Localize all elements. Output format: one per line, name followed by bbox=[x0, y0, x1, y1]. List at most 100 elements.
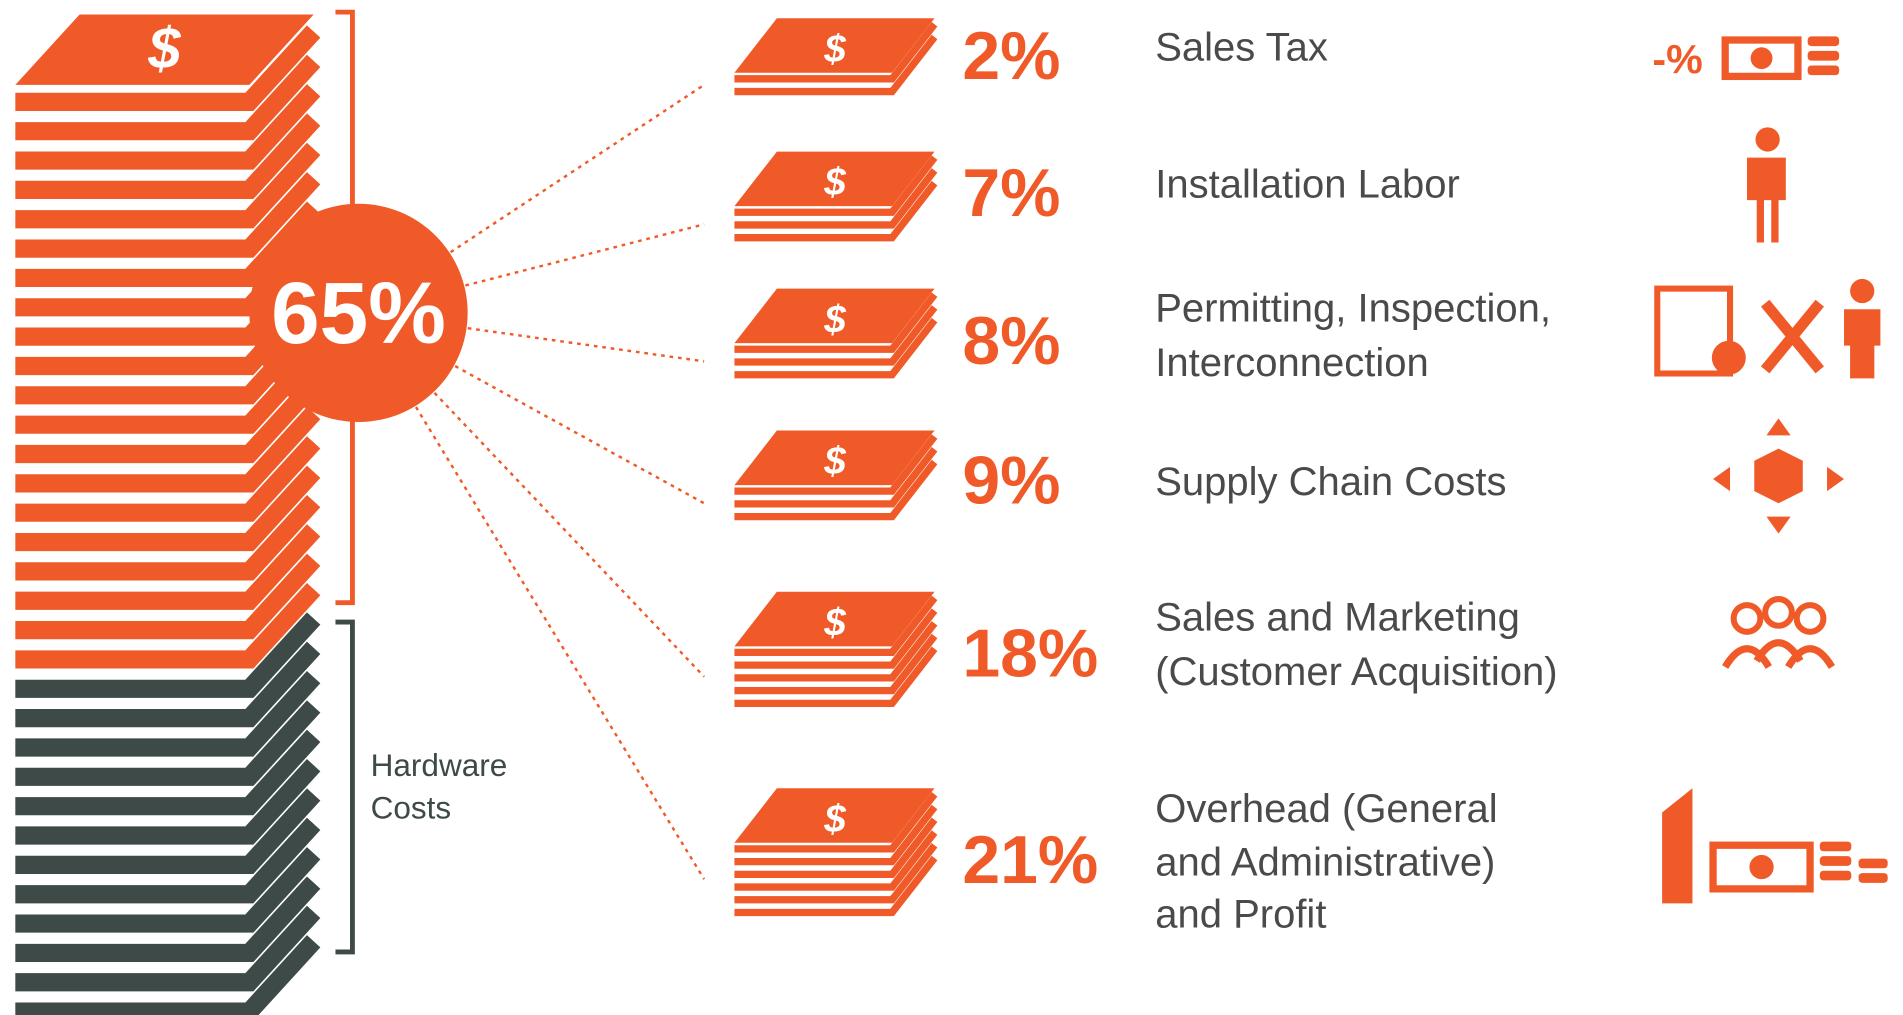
connector bbox=[357, 311, 705, 505]
icon bbox=[1819, 841, 1852, 852]
icon bbox=[1662, 788, 1693, 904]
dollar: $ bbox=[147, 16, 181, 81]
slab bbox=[15, 817, 321, 904]
item-label: Sales and Marketing bbox=[1155, 596, 1520, 640]
dollar: $ bbox=[823, 161, 846, 204]
slab bbox=[734, 817, 938, 878]
slab bbox=[734, 168, 938, 229]
item: $18% Sales and Marketing (Customer Acquisi… bbox=[734, 591, 1558, 707]
icon bbox=[1721, 36, 1802, 81]
slab bbox=[734, 292, 938, 353]
icon bbox=[1858, 858, 1888, 869]
icon bbox=[1819, 870, 1852, 881]
big-stack: $ bbox=[15, 14, 321, 1015]
percent: 9% bbox=[962, 443, 1060, 518]
icon bbox=[1760, 299, 1824, 374]
center-label: 65% bbox=[271, 264, 446, 362]
dollar: $ bbox=[823, 601, 846, 644]
slab bbox=[15, 524, 321, 610]
icon bbox=[1807, 50, 1840, 61]
percent: 7% bbox=[962, 156, 1060, 231]
slab bbox=[15, 553, 321, 640]
item: $9% Supply Chain Costs bbox=[734, 430, 1507, 521]
slab bbox=[15, 759, 321, 845]
dollar: $ bbox=[823, 298, 846, 341]
icon bbox=[1850, 278, 1875, 304]
items: $2% Sales Tax $ 7% Installation Labor $ 8% Perm… bbox=[734, 18, 1558, 937]
slab bbox=[734, 305, 938, 366]
icon bbox=[1711, 340, 1746, 375]
icon bbox=[1807, 65, 1840, 76]
slab bbox=[734, 447, 938, 508]
slab bbox=[734, 804, 938, 866]
slab bbox=[734, 434, 938, 495]
stack-top bbox=[15, 14, 314, 85]
item-label: Overhead (General bbox=[1155, 787, 1497, 831]
slab bbox=[15, 113, 321, 199]
icon bbox=[1844, 309, 1881, 379]
slab bbox=[734, 855, 938, 917]
slab bbox=[734, 22, 938, 83]
slab bbox=[734, 459, 938, 521]
connector bbox=[358, 311, 705, 363]
slab bbox=[734, 830, 938, 891]
icon bbox=[1807, 36, 1840, 47]
bracket-label: Costs bbox=[371, 790, 452, 826]
slab bbox=[15, 847, 321, 933]
dollar: $ bbox=[823, 28, 846, 71]
stack-top bbox=[734, 430, 935, 486]
slab bbox=[734, 633, 938, 695]
icon bbox=[1722, 639, 1836, 669]
connector bbox=[357, 312, 705, 678]
icon bbox=[1654, 285, 1734, 377]
slab bbox=[15, 406, 321, 493]
item-label: Supply Chain Costs bbox=[1155, 460, 1506, 504]
icon bbox=[1709, 841, 1814, 893]
icon: -% bbox=[1652, 36, 1702, 82]
slab bbox=[15, 84, 321, 170]
item: $8% Permitting, Inspection, Interconnectio… bbox=[734, 286, 1551, 385]
center-circle bbox=[249, 203, 468, 423]
percent: 8% bbox=[962, 304, 1060, 379]
slab bbox=[15, 54, 321, 141]
item-label: (Customer Acquisition) bbox=[1155, 650, 1557, 694]
dollar: $ bbox=[823, 798, 846, 841]
slab bbox=[15, 172, 321, 258]
icon bbox=[1762, 596, 1795, 629]
dark-bracket bbox=[335, 619, 355, 955]
item: $2% Sales Tax bbox=[734, 18, 1328, 96]
icon bbox=[1750, 47, 1773, 70]
slab bbox=[734, 180, 938, 242]
item-label: Installation Labor bbox=[1155, 163, 1460, 207]
percent: 21% bbox=[962, 823, 1098, 898]
icon bbox=[1749, 854, 1774, 880]
slab bbox=[15, 641, 321, 728]
slab bbox=[15, 876, 321, 963]
stack-top bbox=[734, 18, 935, 73]
connector bbox=[357, 312, 706, 880]
icons: -% bbox=[1652, 36, 1888, 904]
percent: 2% bbox=[962, 19, 1060, 94]
slab bbox=[15, 436, 321, 522]
icon bbox=[1747, 157, 1786, 243]
stack-top bbox=[734, 591, 935, 647]
slab bbox=[734, 621, 938, 682]
slab bbox=[15, 729, 321, 816]
slab bbox=[734, 842, 938, 904]
slab bbox=[15, 905, 321, 992]
item: $21% Overhead (General and Administrative)… bbox=[734, 787, 1498, 937]
item-label: Interconnection bbox=[1155, 341, 1429, 385]
slab bbox=[15, 377, 321, 464]
icon bbox=[1755, 127, 1780, 152]
icon bbox=[1819, 856, 1852, 866]
stack-top bbox=[734, 288, 935, 344]
item-label: Sales Tax bbox=[1155, 26, 1328, 70]
slab bbox=[15, 935, 321, 1015]
slab bbox=[15, 465, 321, 552]
slab bbox=[15, 671, 321, 757]
icon bbox=[1730, 602, 1764, 635]
item: $7% Installation Labor bbox=[734, 151, 1460, 242]
icon bbox=[1754, 448, 1803, 504]
stack-top bbox=[734, 151, 935, 207]
